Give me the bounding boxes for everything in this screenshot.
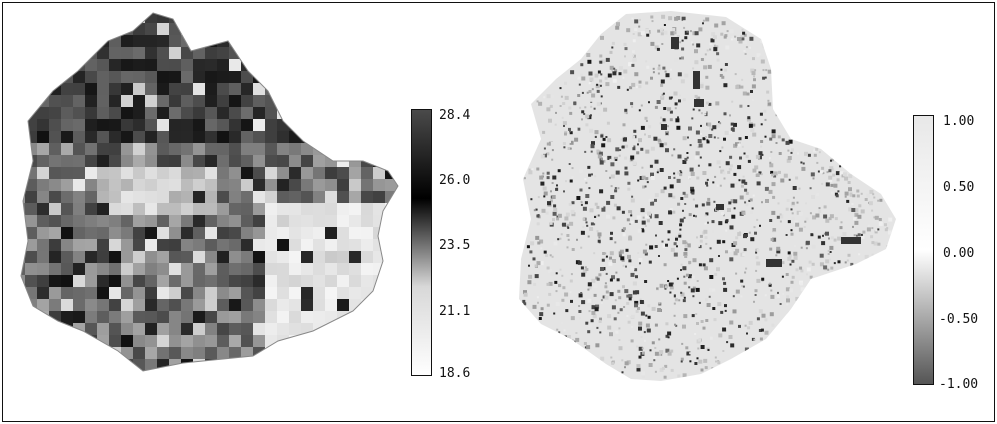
right-map-panel: 1.00 0.50 0.00 -0.50 -1.00 (503, 3, 994, 421)
left-colorbar (411, 109, 432, 376)
right-colorbar (913, 115, 934, 385)
left-colorbar-tick: 18.6 (439, 366, 471, 381)
left-colorbar-tick: 28.4 (439, 108, 471, 123)
left-map-panel: 28.4 26.0 23.5 21.1 18.6 (3, 3, 503, 421)
left-colorbar-tick: 26.0 (439, 173, 471, 188)
right-colorbar-tick: -0.50 (939, 312, 979, 327)
left-colorbar-tick: 21.1 (439, 304, 471, 319)
right-colorbar-tick: -1.00 (939, 377, 979, 392)
right-pixel-map (519, 11, 896, 381)
right-colorbar-tick: 1.00 (943, 114, 975, 129)
left-colorbar-tick: 23.5 (439, 238, 471, 253)
right-colorbar-tick: 0.50 (943, 180, 975, 195)
left-choropleth-map (20, 12, 399, 372)
right-colorbar-tick: 0.00 (943, 246, 975, 261)
